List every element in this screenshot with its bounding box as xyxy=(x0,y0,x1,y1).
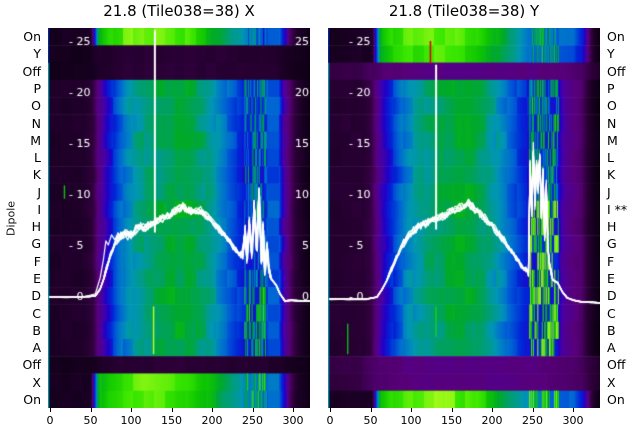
heatmap-panel-x xyxy=(48,28,310,408)
row-label-right-e-14: E xyxy=(607,270,615,286)
x-tick-mark-150 xyxy=(451,408,453,412)
panel-title-y: 21.8 (Tile038=38) Y xyxy=(388,2,540,20)
x-tick-label-50: 50 xyxy=(83,414,98,427)
row-label-left-c-16: C xyxy=(32,305,41,321)
row-label-left-a-18: A xyxy=(32,340,41,356)
x-tick-mark-200 xyxy=(212,408,213,412)
row-label-left-g-12: G xyxy=(31,236,41,252)
row-label-right-g-12: G xyxy=(607,236,617,252)
row-label-right-off-19: Off xyxy=(607,357,626,373)
row-label-left-d-15: D xyxy=(31,288,41,304)
row-label-left-on-0: On xyxy=(23,29,41,45)
x-tick-label-0: 0 xyxy=(326,414,334,427)
row-label-right-n-5: N xyxy=(607,115,617,131)
x-tick-label-150: 150 xyxy=(441,414,462,427)
x-tick-label-200: 200 xyxy=(201,414,223,427)
row-label-right-i-10: I ** xyxy=(607,201,628,217)
row-label-left-b-17: B xyxy=(32,322,41,338)
panel-title-x: 21.8 (Tile038=38) X xyxy=(103,2,255,20)
row-label-right-k-8: K xyxy=(607,167,616,183)
row-label-left-h-11: H xyxy=(31,219,41,235)
row-label-right-j-9: J xyxy=(607,184,611,200)
x-tick-mark-250 xyxy=(532,408,534,412)
x-tick-label-100: 100 xyxy=(400,414,422,427)
x-tick-mark-150 xyxy=(171,408,173,412)
row-label-right-on-0: On xyxy=(607,29,625,45)
x-tick-label-50: 50 xyxy=(363,414,378,427)
row-label-right-b-17: B xyxy=(607,322,616,338)
x-tick-label-0: 0 xyxy=(46,414,54,427)
row-label-left-i-10: I xyxy=(37,201,41,217)
row-label-right-off-2: Off xyxy=(607,63,626,79)
row-label-right-o-4: O xyxy=(607,98,617,114)
x-tick-mark-300 xyxy=(573,408,574,412)
x-tick-label-200: 200 xyxy=(481,414,503,427)
row-label-right-on-21: On xyxy=(607,391,625,407)
x-tick-label-300: 300 xyxy=(562,414,584,427)
row-label-left-p-3: P xyxy=(33,80,41,96)
row-label-right-c-16: C xyxy=(607,305,616,321)
x-tick-mark-300 xyxy=(293,408,294,412)
row-label-left-x-20: X xyxy=(32,374,41,390)
x-tick-label-300: 300 xyxy=(282,414,304,427)
row-label-left-e-14: E xyxy=(33,270,41,286)
x-tick-mark-0 xyxy=(50,408,51,412)
row-label-left-f-13: F xyxy=(33,253,41,269)
row-label-right-d-15: D xyxy=(607,288,617,304)
row-label-right-f-13: F xyxy=(607,253,615,269)
row-label-right-p-3: P xyxy=(607,80,615,96)
x-tick-label-250: 250 xyxy=(522,414,543,427)
row-label-left-m-6: M xyxy=(30,132,41,148)
row-label-left-off-2: Off xyxy=(22,63,41,79)
x-tick-mark-100 xyxy=(411,408,412,412)
row-label-left-n-5: N xyxy=(31,115,41,131)
row-label-left-o-4: O xyxy=(31,98,41,114)
row-label-left-y-1: Y xyxy=(33,46,41,62)
row-label-left-k-8: K xyxy=(32,167,41,183)
x-tick-label-150: 150 xyxy=(161,414,182,427)
row-label-left-on-21: On xyxy=(23,391,41,407)
row-label-right-h-11: H xyxy=(607,219,617,235)
x-tick-mark-100 xyxy=(131,408,132,412)
x-tick-mark-250 xyxy=(252,408,254,412)
row-label-right-y-1: Y xyxy=(607,46,615,62)
heatmap-panel-y xyxy=(328,28,600,408)
row-label-right-x-20: X xyxy=(607,374,616,390)
row-label-left-l-7: L xyxy=(34,150,41,166)
row-label-left-j-9: J xyxy=(37,184,41,200)
x-tick-label-100: 100 xyxy=(120,414,142,427)
x-tick-label-250: 250 xyxy=(242,414,263,427)
x-tick-mark-0 xyxy=(330,408,331,412)
x-tick-mark-200 xyxy=(492,408,493,412)
row-label-left-off-19: Off xyxy=(22,357,41,373)
row-label-right-a-18: A xyxy=(607,340,616,356)
row-label-right-m-6: M xyxy=(607,132,618,148)
x-tick-mark-50 xyxy=(90,408,92,412)
row-label-right-l-7: L xyxy=(607,150,614,166)
x-tick-mark-50 xyxy=(370,408,372,412)
